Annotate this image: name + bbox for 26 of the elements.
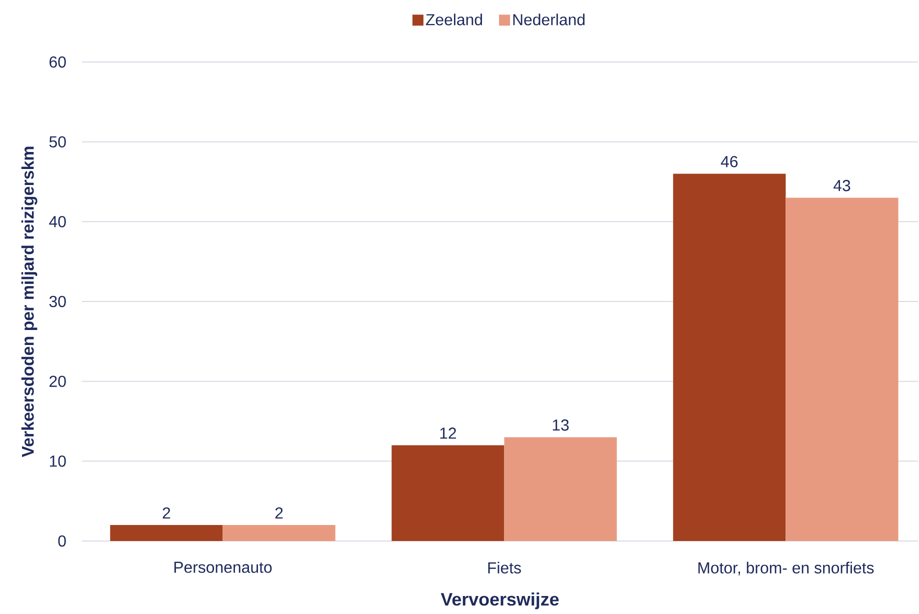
x-axis-title: Vervoerswijze [440, 592, 559, 610]
y-tick-label: 30 [49, 296, 66, 308]
y-tick-label: 50 [49, 136, 66, 148]
x-tick-label: Personenauto [174, 562, 272, 573]
data-label: 46 [720, 156, 738, 168]
data-label: 43 [834, 180, 850, 192]
bar [110, 525, 223, 541]
y-tick-label: 0 [58, 535, 66, 547]
y-axis-title: Verkeersdoden per miljard reizigerskm [21, 146, 38, 458]
legend-label: Zeeland [426, 14, 482, 26]
bar [673, 174, 786, 541]
bar [504, 437, 617, 541]
y-tick-label: 20 [50, 376, 66, 387]
x-tick-label: Fiets [488, 562, 521, 574]
data-label: 2 [275, 507, 283, 519]
bar [786, 198, 898, 541]
bar [392, 445, 504, 541]
data-label: 13 [552, 419, 569, 431]
data-label: 2 [162, 507, 170, 519]
x-tick-label: Motor, brom- en snorfiets [698, 562, 874, 576]
legend-label: Nederland [513, 14, 585, 26]
bar [222, 525, 336, 541]
data-label: 12 [440, 428, 456, 439]
y-tick-label: 40 [49, 216, 66, 228]
y-tick-label: 60 [50, 56, 66, 68]
y-tick-label: 10 [50, 456, 66, 467]
